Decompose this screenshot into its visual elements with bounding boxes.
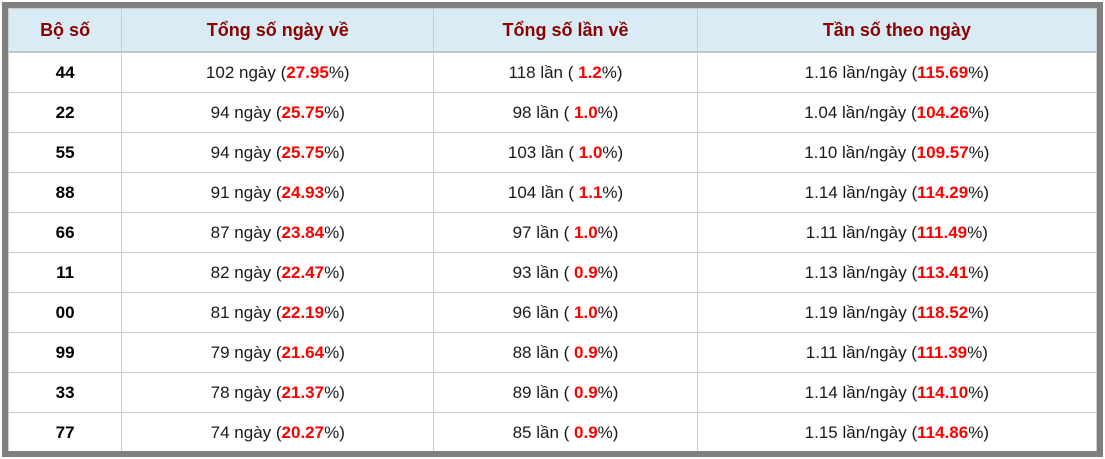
frequency-cell: 1.10 lần/ngày (109.57%) bbox=[696, 132, 1097, 173]
frequency-percent-value: 114.29 bbox=[917, 183, 969, 202]
table-row: 22 94 ngày (25.75%) 98 lần ( 1.0%) 1.04 … bbox=[8, 92, 1097, 133]
frequency-cell: 1.19 lần/ngày (118.52%) bbox=[696, 292, 1097, 333]
days-percent-value: 23.84 bbox=[281, 223, 325, 242]
total-days-cell: 79 ngày (21.64%) bbox=[121, 332, 435, 373]
total-days-cell: 81 ngày (22.19%) bbox=[121, 292, 435, 333]
total-days-cell: 91 ngày (24.93%) bbox=[121, 172, 435, 213]
table-row: 00 81 ngày (22.19%) 96 lần ( 1.0%) 1.19 … bbox=[8, 292, 1097, 333]
total-days-cell: 82 ngày (22.47%) bbox=[121, 252, 435, 293]
total-times-cell: 93 lần ( 0.9%) bbox=[433, 252, 698, 293]
total-times-cell: 97 lần ( 1.0%) bbox=[433, 212, 698, 253]
total-times-cell: 98 lần ( 1.0%) bbox=[433, 92, 698, 133]
frequency-percent-value: 104.26 bbox=[916, 103, 969, 122]
days-percent-value: 25.75 bbox=[281, 103, 325, 122]
lottery-statistics-table: Bộ số Tổng số ngày về Tổng số lần về Tần… bbox=[8, 8, 1097, 451]
frequency-percent-value: 114.10 bbox=[917, 383, 969, 402]
total-times-cell: 104 lần ( 1.1%) bbox=[433, 172, 698, 213]
frequency-cell: 1.13 lần/ngày (113.41%) bbox=[696, 252, 1097, 293]
times-percent-value: 1.0 bbox=[574, 303, 598, 322]
total-times-cell: 85 lần ( 0.9%) bbox=[433, 412, 698, 451]
total-times-cell: 89 lần ( 0.9%) bbox=[433, 372, 698, 413]
pair-number-cell: 11 bbox=[8, 252, 123, 293]
total-days-cell: 94 ngày (25.75%) bbox=[121, 132, 435, 173]
total-days-cell: 94 ngày (25.75%) bbox=[121, 92, 435, 133]
times-percent-value: 0.9 bbox=[574, 383, 598, 402]
days-percent-value: 20.27 bbox=[281, 423, 325, 442]
pair-number-cell: 33 bbox=[8, 372, 123, 413]
frequency-percent-value: 118.52 bbox=[917, 303, 969, 322]
frequency-percent-value: 115.69 bbox=[917, 63, 969, 82]
pair-number-cell: 99 bbox=[8, 332, 123, 373]
header-total-days: Tổng số ngày về bbox=[121, 8, 435, 53]
times-percent-value: 1.0 bbox=[574, 103, 598, 122]
header-total-times: Tổng số lần về bbox=[433, 8, 698, 53]
pair-number-cell: 44 bbox=[8, 51, 123, 93]
times-percent-value: 1.0 bbox=[574, 223, 598, 242]
total-days-cell: 102 ngày (27.95%) bbox=[121, 51, 435, 93]
pair-number-cell: 66 bbox=[8, 212, 123, 253]
times-percent-value: 0.9 bbox=[574, 423, 598, 442]
table-row: 77 74 ngày (20.27%) 85 lần ( 0.9%) 1.15 … bbox=[8, 412, 1097, 451]
days-percent-value: 24.93 bbox=[281, 183, 325, 202]
frequency-cell: 1.11 lần/ngày (111.49%) bbox=[696, 212, 1097, 253]
table-row: 33 78 ngày (21.37%) 89 lần ( 0.9%) 1.14 … bbox=[8, 372, 1097, 413]
frequency-cell: 1.14 lần/ngày (114.29%) bbox=[696, 172, 1097, 213]
table-row: 55 94 ngày (25.75%) 103 lần ( 1.0%) 1.10… bbox=[8, 132, 1097, 173]
pair-number-cell: 22 bbox=[8, 92, 123, 133]
total-days-cell: 87 ngày (23.84%) bbox=[121, 212, 435, 253]
header-frequency-per-day: Tần số theo ngày bbox=[696, 8, 1097, 53]
days-percent-value: 22.19 bbox=[281, 303, 325, 322]
table-row: 66 87 ngày (23.84%) 97 lần ( 1.0%) 1.11 … bbox=[8, 212, 1097, 253]
table-header-row: Bộ số Tổng số ngày về Tổng số lần về Tần… bbox=[8, 8, 1097, 53]
frequency-percent-value: 113.41 bbox=[917, 263, 969, 282]
table-row: 11 82 ngày (22.47%) 93 lần ( 0.9%) 1.13 … bbox=[8, 252, 1097, 293]
total-times-cell: 103 lần ( 1.0%) bbox=[433, 132, 698, 173]
days-percent-value: 22.47 bbox=[281, 263, 325, 282]
days-percent-value: 25.75 bbox=[281, 143, 325, 162]
table-row: 44 102 ngày (27.95%) 118 lần ( 1.2%) 1.1… bbox=[8, 51, 1097, 93]
times-percent-value: 1.2 bbox=[578, 63, 602, 82]
frequency-cell: 1.16 lần/ngày (115.69%) bbox=[696, 51, 1097, 93]
pair-number-cell: 77 bbox=[8, 412, 123, 451]
pair-number-cell: 00 bbox=[8, 292, 123, 333]
frequency-percent-value: 109.57 bbox=[916, 143, 969, 162]
times-percent-value: 1.1 bbox=[578, 183, 603, 202]
total-days-cell: 74 ngày (20.27%) bbox=[121, 412, 435, 451]
total-days-cell: 78 ngày (21.37%) bbox=[121, 372, 435, 413]
pair-number-cell: 55 bbox=[8, 132, 123, 173]
total-times-cell: 88 lần ( 0.9%) bbox=[433, 332, 698, 373]
times-percent-value: 0.9 bbox=[574, 343, 598, 362]
table-row: 88 91 ngày (24.93%) 104 lần ( 1.1%) 1.14… bbox=[8, 172, 1097, 213]
days-percent-value: 27.95 bbox=[286, 63, 329, 82]
frequency-percent-value: 111.39 bbox=[916, 343, 968, 362]
days-percent-value: 21.37 bbox=[281, 383, 325, 402]
table-row: 99 79 ngày (21.64%) 88 lần ( 0.9%) 1.11 … bbox=[8, 332, 1097, 373]
times-percent-value: 0.9 bbox=[574, 263, 598, 282]
frequency-cell: 1.04 lần/ngày (104.26%) bbox=[696, 92, 1097, 133]
total-times-cell: 118 lần ( 1.2%) bbox=[433, 51, 698, 93]
days-percent-value: 21.64 bbox=[281, 343, 325, 362]
pair-number-cell: 88 bbox=[8, 172, 123, 213]
frequency-percent-value: 111.49 bbox=[916, 223, 968, 242]
times-percent-value: 1.0 bbox=[578, 143, 603, 162]
table-body: 44 102 ngày (27.95%) 118 lần ( 1.2%) 1.1… bbox=[8, 51, 1097, 451]
frequency-percent-value: 114.86 bbox=[917, 423, 969, 442]
header-pair-number: Bộ số bbox=[8, 8, 123, 53]
frequency-cell: 1.11 lần/ngày (111.39%) bbox=[696, 332, 1097, 373]
total-times-cell: 96 lần ( 1.0%) bbox=[433, 292, 698, 333]
frequency-cell: 1.14 lần/ngày (114.10%) bbox=[696, 372, 1097, 413]
frequency-cell: 1.15 lần/ngày (114.86%) bbox=[696, 412, 1097, 451]
